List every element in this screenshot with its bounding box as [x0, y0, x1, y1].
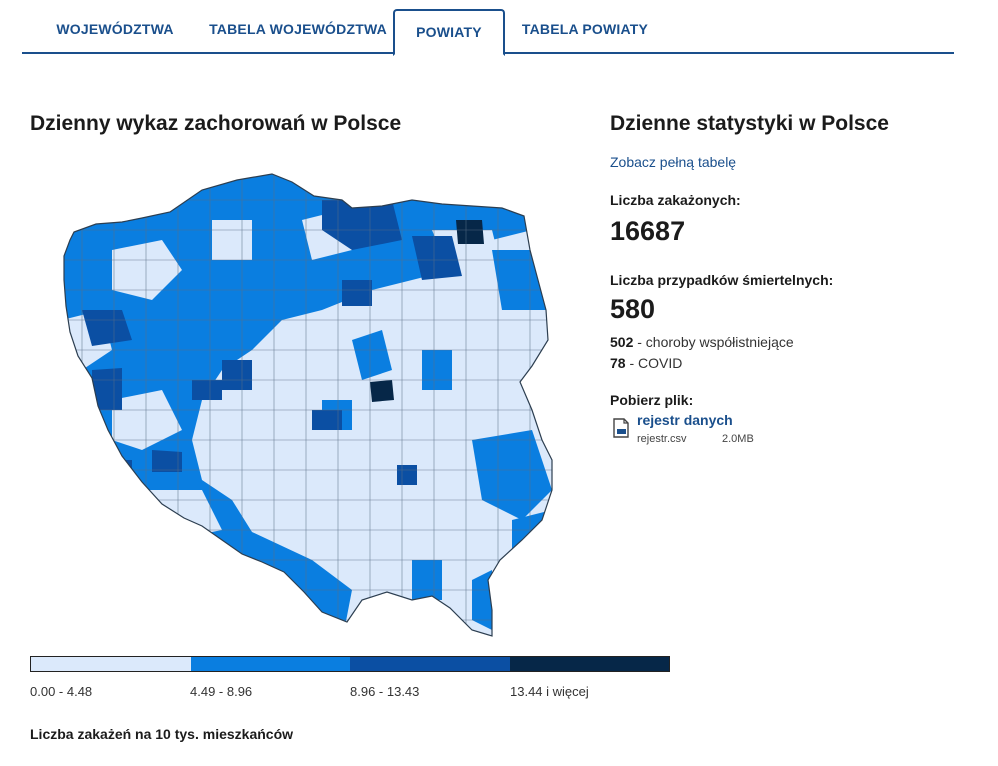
deaths-label: Liczba przypadków śmiertelnych:	[610, 272, 834, 288]
legend-swatch-2	[350, 657, 510, 671]
infected-value: 16687	[610, 216, 686, 246]
tab-tabela-wojewodztwa[interactable]: TABELA WOJEWÓDZTWA	[209, 21, 387, 37]
legend-note: Liczba zakażeń na 10 tys. mieszkańców	[30, 726, 294, 742]
tab-tabela-powiaty[interactable]: TABELA POWIATY	[521, 21, 649, 37]
file-download-link[interactable]: rejestr danych	[637, 412, 733, 428]
legend-swatch-0	[31, 657, 191, 671]
tab-bar: WOJEWÓDZTWA TABELA WOJEWÓDZTWA POWIATY T…	[22, 8, 954, 56]
poland-county-map[interactable]	[52, 160, 572, 642]
legend-label-2: 8.96 - 13.43	[350, 684, 420, 699]
file-size: 2.0MB	[722, 433, 754, 445]
deaths-covid: 78 - COVID	[610, 355, 683, 371]
deaths-value: 580	[610, 294, 656, 324]
tab-wojewodztwa[interactable]: WOJEWÓDZTWA	[56, 21, 174, 37]
file-icon[interactable]	[612, 418, 630, 438]
legend-swatch-1	[190, 657, 350, 671]
deaths-comorbid: 502 - choroby współistniejące	[610, 334, 794, 350]
legend-swatch-3	[509, 657, 669, 671]
legend-bar	[30, 656, 670, 672]
download-label: Pobierz plik:	[610, 392, 694, 408]
full-table-link[interactable]: Zobacz pełną tabelę	[610, 154, 737, 170]
legend-label-0: 0.00 - 4.48	[30, 684, 93, 699]
tab-powiaty[interactable]: POWIATY	[393, 9, 505, 56]
stats-title: Dzienne statystyki w Polsce	[610, 112, 889, 135]
infected-label: Liczba zakażonych:	[610, 192, 741, 208]
legend-label-1: 4.49 - 8.96	[190, 684, 253, 699]
legend-label-3: 13.44 i więcej	[510, 684, 589, 699]
map-title: Dzienny wykaz zachorowań w Polsce	[30, 112, 402, 135]
file-name: rejestr.csv	[637, 433, 687, 445]
